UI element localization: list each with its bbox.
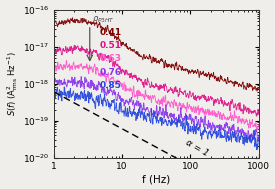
Text: 0.51: 0.51 (100, 41, 122, 50)
Text: 0.85: 0.85 (100, 81, 122, 90)
Text: 0.41: 0.41 (100, 28, 122, 37)
Text: α = 1: α = 1 (184, 137, 210, 158)
Text: $\rho_{P3HT}$: $\rho_{P3HT}$ (92, 14, 115, 25)
Text: 0.63: 0.63 (100, 54, 122, 63)
Text: 0.76: 0.76 (100, 67, 122, 77)
Y-axis label: $S(f)$ ($\mathrm{A_{rms}^{2}\ Hz^{-1}}$): $S(f)$ ($\mathrm{A_{rms}^{2}\ Hz^{-1}}$) (5, 51, 20, 116)
X-axis label: f (Hz): f (Hz) (142, 174, 170, 184)
